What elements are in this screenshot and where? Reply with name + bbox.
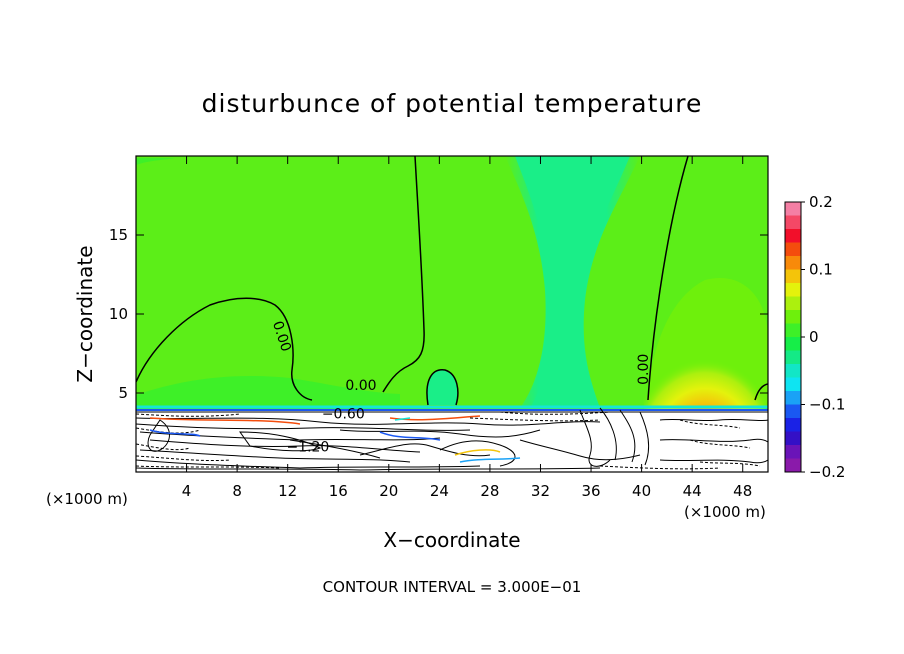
y-axis: 5 10 15: [109, 226, 768, 402]
colorbar-level-19: [785, 458, 801, 473]
x-tick-label-10: 44: [683, 482, 702, 500]
x-tick-label-3: 16: [329, 482, 348, 500]
weak-cooling-region-top: [136, 158, 175, 165]
x-tick-label-0: 4: [182, 482, 192, 500]
y-tick-label-1: 10: [109, 305, 128, 323]
plot-area: 0.000.000.00−0.60−1.20: [136, 156, 768, 472]
contour-label-4: −1.20: [286, 439, 329, 455]
zero-contour-center: [382, 156, 425, 393]
contour-label-3: −0.60: [322, 406, 365, 422]
dashed-contours: [136, 411, 761, 470]
colorbar-tick-label-0: 0.2: [809, 193, 833, 211]
weak-cooling-region-left: [136, 375, 400, 410]
x-tick-label-8: 36: [581, 482, 600, 500]
zero-contour-right: [647, 156, 689, 401]
cool-bubble: [426, 369, 458, 405]
y-axis-label: Z−coordinate: [73, 245, 97, 382]
y-tick-label-2: 15: [109, 226, 128, 244]
colorbar-level-12: [785, 364, 801, 378]
colorbar-level-2: [785, 229, 801, 243]
x-tick-label-9: 40: [632, 482, 651, 500]
x-axis-label: X−coordinate: [383, 528, 520, 552]
chart-title: disturbunce of potential temperature: [202, 89, 703, 118]
contour-interval: CONTOUR INTERVAL = 3.000E−01: [323, 578, 582, 596]
colorbar-level-13: [785, 377, 801, 392]
colorbar-level-4: [785, 256, 801, 270]
x-tick-label-6: 28: [480, 482, 499, 500]
x-tick-label-1: 8: [232, 482, 242, 500]
colorbar-tick-label-3: −0.1: [809, 396, 845, 414]
zero-contour-bubble: [426, 369, 459, 406]
colorbar-level-14: [785, 391, 801, 405]
colorbar-level-15: [785, 404, 801, 419]
colorbar-level-0: [785, 202, 801, 216]
x-unit-right: (×1000 m): [684, 503, 766, 521]
colorbar-level-8: [785, 310, 801, 324]
colorbar-level-1: [785, 215, 801, 230]
x-axis: 4 8 12 16 20 24 28 32 36 40 44 48: [182, 156, 752, 500]
colorbar-level-18: [785, 445, 801, 459]
colorbar-tick-label-4: −0.2: [809, 463, 845, 481]
x-unit-left: (×1000 m): [46, 490, 128, 508]
colorbar-tick-label-2: 0: [809, 328, 819, 346]
contour-label-1: 0.00: [345, 378, 376, 394]
x-tick-label-2: 12: [278, 482, 297, 500]
colorbar-level-17: [785, 431, 801, 446]
x-tick-label-11: 48: [733, 482, 752, 500]
colorbar-level-16: [785, 418, 801, 432]
x-tick-label-4: 20: [379, 482, 398, 500]
lower-color-lines: [149, 415, 521, 463]
colorbar-level-9: [785, 323, 801, 338]
colorbar-level-11: [785, 350, 801, 365]
colorbar-tick-label-1: 0.1: [809, 261, 833, 279]
contour-label-2: 0.00: [636, 354, 652, 385]
cool-column-core: [515, 156, 630, 408]
zero-contour-edge: [754, 383, 768, 401]
colorbar-level-7: [785, 296, 801, 311]
y-tick-label-0: 5: [118, 384, 128, 402]
colorbar-ticks: 0.2 0.1 0 −0.1 −0.2: [801, 193, 845, 481]
x-tick-label-5: 24: [430, 482, 449, 500]
colorbar: [784, 201, 802, 473]
colorbar-level-3: [785, 242, 801, 257]
colorbar-level-6: [785, 283, 801, 297]
colorbar-level-5: [785, 269, 801, 284]
x-tick-label-7: 32: [531, 482, 550, 500]
zero-contour-left: [136, 297, 313, 401]
colorbar-level-10: [785, 337, 801, 351]
lower-contours: [136, 407, 768, 471]
